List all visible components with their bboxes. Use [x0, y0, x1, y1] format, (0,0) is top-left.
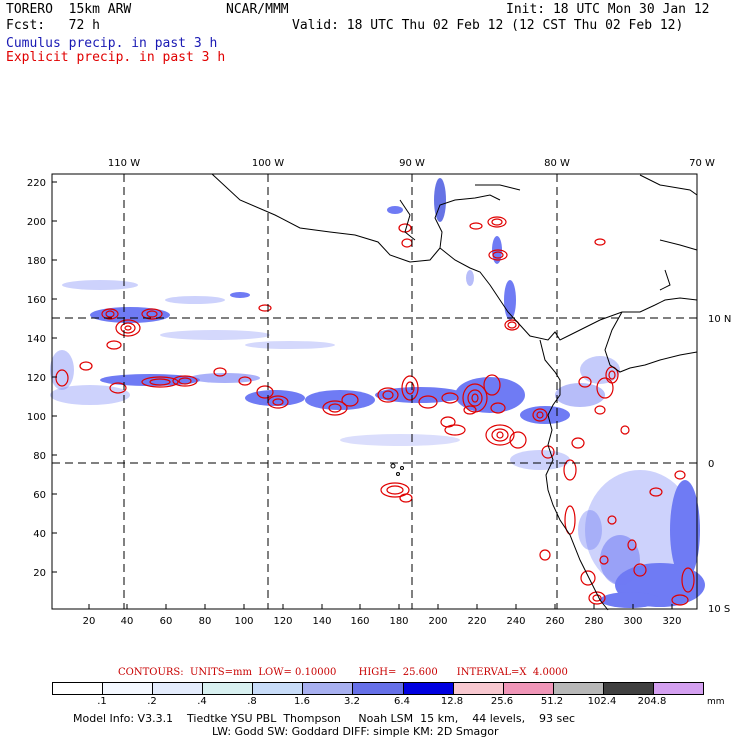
colorbar-label: 6.4: [394, 696, 410, 707]
x-tick-label: 120: [273, 616, 292, 627]
colorbar-label: 204.8: [637, 696, 667, 707]
colorbar-label: .2: [147, 696, 157, 707]
x-tick-label: 280: [584, 616, 603, 627]
colorbar-segment: [203, 683, 254, 694]
colorbar-segment: [453, 683, 504, 694]
x-tick-label: 180: [389, 616, 408, 627]
x-tick-label: 100: [234, 616, 253, 627]
island-markers: [390, 463, 404, 476]
y-tick-label: 60: [33, 490, 46, 501]
contour-info: CONTOURS: UNITS=mm LOW= 0.10000 HIGH= 25…: [118, 667, 568, 678]
colorbar: [52, 682, 704, 695]
colorbar-segment: [603, 683, 654, 694]
colorbar-segment: [553, 683, 604, 694]
y-tick-label: 120: [27, 373, 46, 384]
lon-label-110w: 110 W: [108, 158, 140, 169]
x-tick-label: 60: [160, 616, 173, 627]
legend-explicit: Explicit precip. in past 3 h: [6, 50, 226, 65]
x-tick-label: 260: [545, 616, 564, 627]
colorbar-label: .8: [247, 696, 257, 707]
y-tick-label: 40: [33, 529, 46, 540]
colorbar-label: 12.8: [440, 696, 464, 707]
colorbar-label: .1: [97, 696, 107, 707]
x-tick-label: 20: [83, 616, 96, 627]
colorbar-segment: [53, 683, 104, 694]
model-physics: LW: Godd SW: Goddard DIFF: simple KM: 2D…: [212, 725, 499, 738]
x-tick-label: 160: [350, 616, 369, 627]
cumulus-precip-shading: [50, 178, 705, 608]
colorbar-label: 25.6: [490, 696, 514, 707]
forecast-hour: Fcst: 72 h: [6, 18, 100, 33]
lon-label-80w: 80 W: [544, 158, 570, 169]
map-frame: [51, 173, 698, 610]
lat-label-10n: 10 N: [708, 314, 731, 325]
init-time: Init: 18 UTC Mon 30 Jan 12: [506, 2, 710, 17]
colorbar-segment: [353, 683, 404, 694]
x-tick-label: 140: [312, 616, 331, 627]
lon-label-70w: 70 W: [689, 158, 715, 169]
lon-label-90w: 90 W: [399, 158, 425, 169]
x-tick-label: 240: [506, 616, 525, 627]
model-title: TORERO 15km ARW: [6, 2, 132, 17]
colorbar-segment: [503, 683, 554, 694]
org-label: NCAR/MMM: [226, 2, 289, 17]
explicit-precip-contours: [55, 216, 695, 606]
y-tick-label: 140: [27, 334, 46, 345]
x-tick-label: 220: [467, 616, 486, 627]
model-info: Model Info: V3.3.1 Tiedtke YSU PBL Thomp…: [73, 712, 576, 725]
y-tick-label: 20: [33, 568, 46, 579]
y-tick-label: 100: [27, 412, 46, 423]
tick-marks: [52, 181, 673, 609]
lat-label-10s: 10 S: [708, 604, 730, 615]
valid-time: Valid: 18 UTC Thu 02 Feb 12 (12 CST Thu …: [292, 18, 684, 33]
y-tick-label: 220: [27, 178, 46, 189]
colorbar-segment: [153, 683, 204, 694]
colorbar-label: 1.6: [294, 696, 310, 707]
colorbar-unit: mm: [707, 697, 725, 707]
lat-lon-grid: [52, 174, 697, 609]
colorbar-label: 51.2: [540, 696, 564, 707]
lat-label-0: 0: [708, 459, 714, 470]
colorbar-segment: [303, 683, 354, 694]
legend-cumulus: Cumulus precip. in past 3 h: [6, 36, 218, 51]
coastlines: [211, 173, 698, 611]
colorbar-label: .4: [197, 696, 207, 707]
x-tick-label: 320: [662, 616, 681, 627]
colorbar-segment: [403, 683, 454, 694]
colorbar-label: 3.2: [344, 696, 360, 707]
y-tick-label: 80: [33, 451, 46, 462]
y-tick-label: 180: [27, 256, 46, 267]
lon-label-100w: 100 W: [252, 158, 284, 169]
y-tick-label: 160: [27, 295, 46, 306]
colorbar-segment: [653, 683, 704, 694]
colorbar-segment: [253, 683, 304, 694]
x-tick-label: 40: [121, 616, 134, 627]
colorbar-labels: .1 .2 .4 .8 1.6 3.2 6.4 12.8 25.6 51.2 102.4 204.8: [52, 696, 702, 708]
x-tick-label: 300: [623, 616, 642, 627]
x-tick-label: 80: [199, 616, 212, 627]
colorbar-label: 102.4: [587, 696, 617, 707]
colorbar-segment: [103, 683, 154, 694]
y-tick-label: 200: [27, 217, 46, 228]
x-tick-label: 200: [428, 616, 447, 627]
